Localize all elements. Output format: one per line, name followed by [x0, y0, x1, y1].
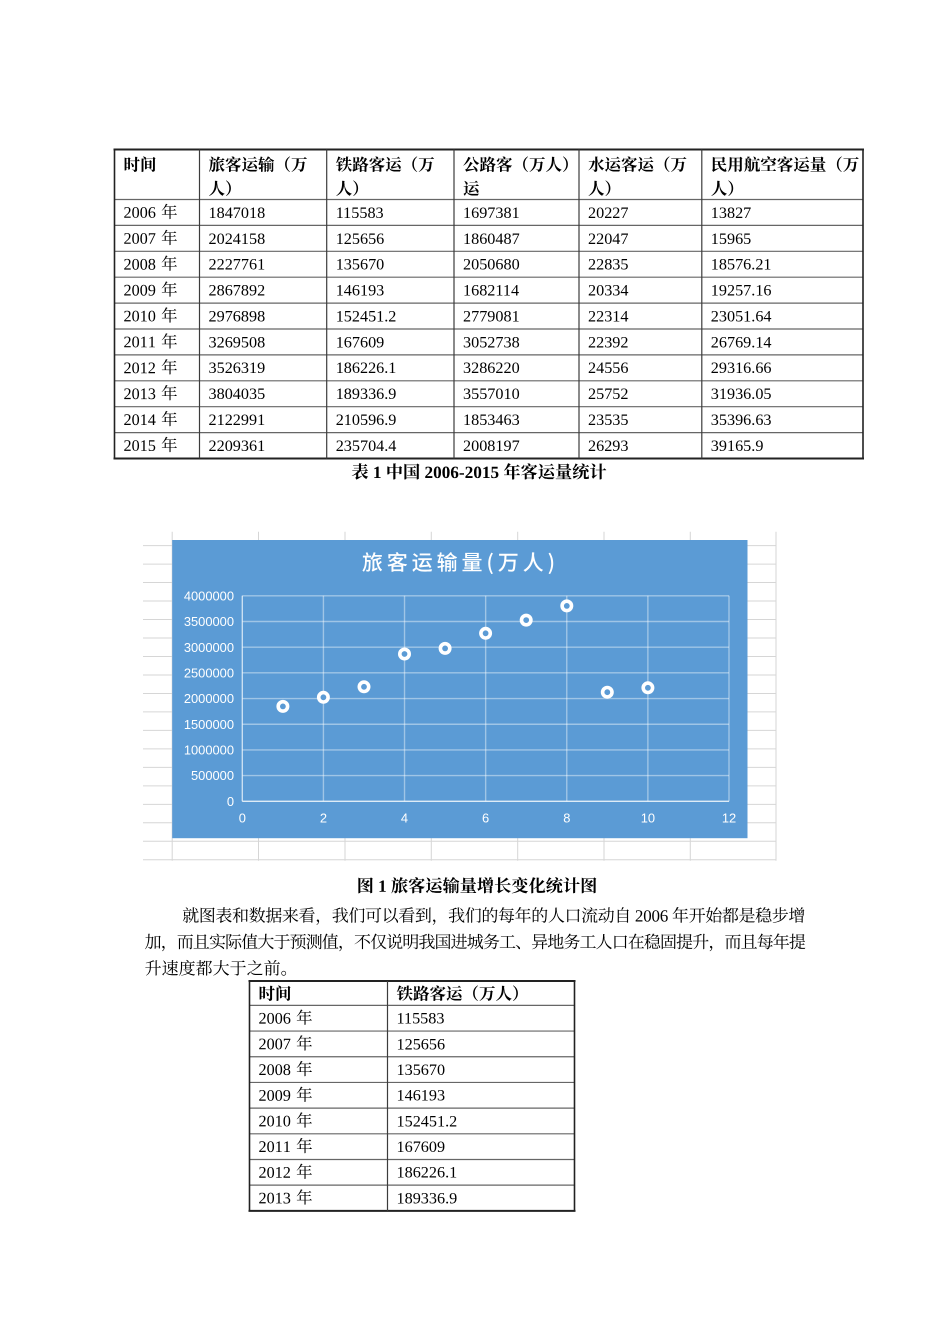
svg-text:167609: 167609 [397, 1138, 446, 1156]
svg-text:10: 10 [641, 811, 655, 826]
svg-text:6: 6 [482, 811, 489, 826]
svg-text:8: 8 [563, 811, 570, 826]
svg-text:2050680: 2050680 [463, 256, 520, 274]
svg-text:2008197: 2008197 [463, 437, 520, 455]
svg-text:3000000: 3000000 [184, 640, 234, 655]
svg-text:2122991: 2122991 [209, 411, 266, 429]
svg-text:3557010: 3557010 [463, 385, 520, 403]
svg-text:18576.21: 18576.21 [711, 256, 772, 274]
svg-text:0: 0 [227, 794, 234, 809]
svg-text:115583: 115583 [397, 1010, 445, 1028]
svg-text:4000000: 4000000 [184, 588, 234, 603]
svg-text:186226.1: 186226.1 [397, 1164, 458, 1182]
svg-text:189336.9: 189336.9 [336, 385, 397, 403]
svg-text:2976898: 2976898 [209, 307, 266, 325]
svg-text:2867892: 2867892 [209, 282, 266, 300]
svg-text:152451.2: 152451.2 [336, 307, 397, 325]
svg-text:22392: 22392 [588, 333, 628, 351]
svg-text:189336.9: 189336.9 [397, 1189, 458, 1207]
svg-text:167609: 167609 [336, 333, 385, 351]
svg-text:20334: 20334 [588, 282, 628, 300]
svg-text:35396.63: 35396.63 [711, 411, 772, 429]
svg-text:13827: 13827 [711, 204, 751, 222]
svg-text:23051.64: 23051.64 [711, 307, 772, 325]
svg-text:15965: 15965 [711, 230, 751, 248]
svg-text:31936.05: 31936.05 [711, 385, 772, 403]
svg-text:152451.2: 152451.2 [397, 1112, 458, 1130]
svg-text:2500000: 2500000 [184, 666, 234, 681]
svg-text:3269508: 3269508 [209, 333, 266, 351]
svg-text:25752: 25752 [588, 385, 628, 403]
svg-text:23535: 23535 [588, 411, 628, 429]
svg-text:115583: 115583 [336, 204, 384, 222]
svg-text:29316.66: 29316.66 [711, 359, 772, 377]
svg-text:135670: 135670 [397, 1061, 446, 1079]
svg-text:210596.9: 210596.9 [336, 411, 397, 429]
svg-text:1847018: 1847018 [209, 204, 266, 222]
svg-text:1500000: 1500000 [184, 717, 234, 732]
svg-text:1697381: 1697381 [463, 204, 520, 222]
svg-text:2227761: 2227761 [209, 256, 266, 274]
svg-text:186226.1: 186226.1 [336, 359, 397, 377]
svg-text:125656: 125656 [336, 230, 385, 248]
svg-text:1860487: 1860487 [463, 230, 520, 248]
svg-text:20227: 20227 [588, 204, 628, 222]
svg-text:22835: 22835 [588, 256, 628, 274]
svg-text:0: 0 [239, 811, 246, 826]
svg-text:3052738: 3052738 [463, 333, 520, 351]
svg-text:3500000: 3500000 [184, 614, 234, 629]
svg-text:125656: 125656 [397, 1035, 446, 1053]
svg-text:135670: 135670 [336, 256, 385, 274]
svg-text:39165.9: 39165.9 [711, 437, 764, 455]
svg-text:1682114: 1682114 [463, 282, 519, 300]
svg-text:26293: 26293 [588, 437, 628, 455]
svg-text:12: 12 [722, 811, 736, 826]
svg-text:19257.16: 19257.16 [711, 282, 772, 300]
svg-text:3526319: 3526319 [209, 359, 266, 377]
svg-text:2: 2 [320, 811, 327, 826]
svg-text:2024158: 2024158 [209, 230, 266, 248]
svg-text:2779081: 2779081 [463, 307, 520, 325]
svg-text:3804035: 3804035 [209, 385, 266, 403]
svg-text:2000000: 2000000 [184, 691, 234, 706]
svg-text:146193: 146193 [336, 282, 385, 300]
svg-text:2209361: 2209361 [209, 437, 266, 455]
svg-text:4: 4 [401, 811, 408, 826]
svg-text:22047: 22047 [588, 230, 628, 248]
svg-text:500000: 500000 [191, 768, 234, 783]
svg-text:1853463: 1853463 [463, 411, 520, 429]
svg-text:26769.14: 26769.14 [711, 333, 772, 351]
svg-text:146193: 146193 [397, 1087, 446, 1105]
svg-text:235704.4: 235704.4 [336, 437, 397, 455]
svg-text:1000000: 1000000 [184, 743, 234, 758]
svg-text:3286220: 3286220 [463, 359, 520, 377]
svg-text:22314: 22314 [588, 307, 628, 325]
svg-text:24556: 24556 [588, 359, 628, 377]
